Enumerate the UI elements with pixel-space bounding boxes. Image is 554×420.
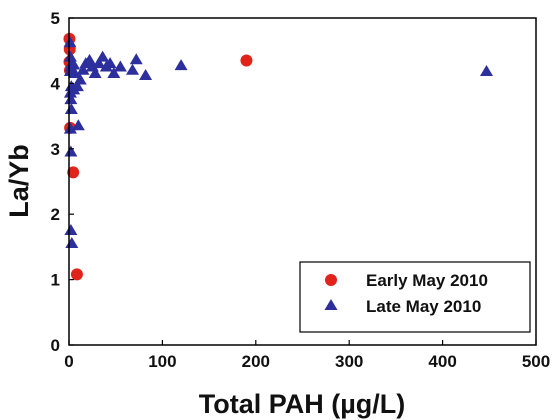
y-tick-label: 4: [51, 74, 61, 93]
legend-marker-early-may: [325, 274, 337, 286]
data-point-late-may-2010: [64, 223, 78, 235]
data-point-early-may-2010: [240, 54, 253, 67]
y-axis-title: La/Yb: [4, 144, 34, 218]
data-point-late-may-2010: [92, 57, 106, 69]
data-point-late-may-2010: [88, 66, 102, 78]
data-point-late-may-2010: [139, 68, 153, 80]
data-point-late-may-2010: [67, 58, 81, 70]
x-tick-label: 200: [242, 352, 270, 371]
x-axis-title: Total PAH (µg/L): [199, 389, 406, 419]
data-point-late-may-2010: [64, 145, 78, 157]
x-tick-label: 500: [522, 352, 550, 371]
y-tick-label: 2: [51, 205, 60, 224]
data-point-late-may-2010: [64, 93, 78, 105]
data-point-late-may-2010: [63, 122, 77, 134]
data-points: [63, 32, 493, 281]
legend: Early May 2010 Late May 2010: [299, 261, 531, 333]
legend-box: [299, 261, 531, 333]
data-point-late-may-2010: [174, 59, 188, 71]
y-tick-label: 3: [51, 140, 60, 159]
data-point-late-may-2010: [129, 53, 143, 65]
legend-label-early-may: Early May 2010: [366, 271, 488, 290]
x-tick-label: 300: [335, 352, 363, 371]
data-point-late-may-2010: [479, 65, 493, 77]
x-tick-label: 400: [428, 352, 456, 371]
data-point-late-may-2010: [113, 60, 127, 72]
data-point-late-may-2010: [96, 50, 110, 62]
data-point-late-may-2010: [63, 86, 77, 98]
data-point-late-may-2010: [65, 237, 79, 249]
legend-label-late-may: Late May 2010: [366, 297, 481, 316]
x-tick-label: 100: [148, 352, 176, 371]
data-point-late-may-2010: [103, 57, 117, 69]
data-point-early-may-2010: [70, 268, 83, 281]
y-tick-label: 1: [51, 271, 60, 290]
data-point-late-may-2010: [73, 73, 87, 85]
axis-ticks: 0 100 200 300 400 500 0 1 2 3 4 5: [51, 9, 551, 371]
data-point-late-may-2010: [63, 36, 77, 48]
legend-marker-late-may: [324, 299, 338, 310]
data-point-late-may-2010: [70, 80, 84, 92]
data-point-late-may-2010: [64, 102, 78, 114]
data-point-late-may-2010: [71, 119, 85, 131]
data-point-late-may-2010: [68, 66, 82, 78]
y-tick-label: 0: [51, 336, 60, 355]
x-tick-label: 0: [64, 352, 73, 371]
data-point-late-may-2010: [107, 66, 121, 78]
data-point-early-may-2010: [67, 166, 80, 179]
data-point-late-may-2010: [76, 63, 90, 75]
plot-frame: [68, 17, 537, 346]
data-point-late-may-2010: [126, 63, 140, 75]
y-tick-label: 5: [51, 9, 60, 28]
